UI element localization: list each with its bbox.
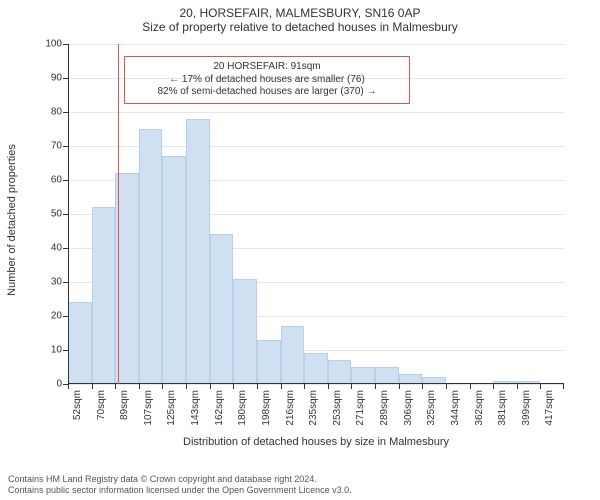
chart-page: { "titles": { "line1": "20, HORSEFAIR, M…: [0, 0, 600, 500]
x-tick-label: 362sqm: [474, 390, 485, 426]
x-tick-label: 306sqm: [403, 390, 414, 426]
annotation-line: 20 HORSEFAIR: 91sqm: [131, 61, 403, 74]
x-tick-label: 344sqm: [450, 390, 461, 426]
bar: [375, 367, 399, 384]
x-tick-label: 107sqm: [143, 390, 154, 426]
bar: [281, 326, 305, 384]
x-tick-mark: [281, 384, 282, 389]
y-tick-label: 20: [51, 311, 62, 322]
x-axis-line: [68, 383, 564, 384]
grid-line: [68, 384, 564, 385]
x-tick-mark: [375, 384, 376, 389]
footer: Contains HM Land Registry data © Crown c…: [0, 474, 360, 497]
x-tick-mark: [92, 384, 93, 389]
footer-line2: Contains public sector information licen…: [8, 485, 352, 496]
title-line1: 20, HORSEFAIR, MALMESBURY, SN16 0AP: [0, 6, 600, 20]
x-tick-mark: [563, 384, 564, 389]
x-tick-label: 235sqm: [308, 390, 319, 426]
x-tick-mark: [68, 384, 69, 389]
bar: [328, 360, 352, 384]
x-tick-label: 198sqm: [261, 390, 272, 426]
x-tick-mark: [328, 384, 329, 389]
x-tick-label: 216sqm: [285, 390, 296, 426]
x-tick-label: 143sqm: [190, 390, 201, 426]
x-tick-label: 271sqm: [355, 390, 366, 426]
x-tick-label: 417sqm: [544, 390, 555, 426]
bar: [233, 279, 257, 384]
y-tick-label: 60: [51, 175, 62, 186]
bar: [162, 156, 186, 384]
y-axis-line: [68, 44, 69, 384]
x-tick-label: 381sqm: [497, 390, 508, 426]
y-tick-label: 70: [51, 141, 62, 152]
plot: 010203040506070809010052sqm70sqm89sqm107…: [68, 44, 564, 384]
x-tick-label: 162sqm: [214, 390, 225, 426]
x-tick-mark: [470, 384, 471, 389]
x-tick-mark: [517, 384, 518, 389]
bar: [68, 302, 92, 384]
x-tick-mark: [186, 384, 187, 389]
bar: [304, 353, 328, 384]
annotation-line: ← 17% of detached houses are smaller (76…: [131, 74, 403, 87]
y-tick-label: 80: [51, 107, 62, 118]
x-tick-mark: [399, 384, 400, 389]
x-tick-mark: [233, 384, 234, 389]
chart-area: 010203040506070809010052sqm70sqm89sqm107…: [68, 44, 564, 384]
x-tick-mark: [493, 384, 494, 389]
annotation-line: 82% of semi-detached houses are larger (…: [131, 86, 403, 99]
x-tick-label: 253sqm: [332, 390, 343, 426]
x-tick-mark: [210, 384, 211, 389]
bar: [257, 340, 281, 384]
x-tick-label: 70sqm: [96, 390, 107, 420]
x-axis-label: Distribution of detached houses by size …: [68, 436, 564, 448]
x-tick-label: 180sqm: [237, 390, 248, 426]
x-tick-label: 125sqm: [166, 390, 177, 426]
x-tick-mark: [115, 384, 116, 389]
y-tick-label: 50: [51, 209, 62, 220]
y-tick-label: 10: [51, 345, 62, 356]
grid-line: [68, 44, 564, 45]
x-tick-mark: [446, 384, 447, 389]
x-tick-mark: [162, 384, 163, 389]
y-tick-label: 0: [56, 379, 62, 390]
grid-line: [68, 112, 564, 113]
y-tick-label: 40: [51, 243, 62, 254]
x-tick-label: 399sqm: [521, 390, 532, 426]
footer-line1: Contains HM Land Registry data © Crown c…: [8, 474, 352, 485]
x-tick-label: 289sqm: [379, 390, 390, 426]
x-tick-mark: [257, 384, 258, 389]
x-tick-label: 89sqm: [119, 390, 130, 420]
x-tick-mark: [139, 384, 140, 389]
bar: [186, 119, 210, 384]
bar: [210, 234, 234, 384]
y-axis-label: Number of detached properties: [6, 50, 18, 390]
titles: 20, HORSEFAIR, MALMESBURY, SN16 0AP Size…: [0, 0, 600, 34]
x-tick-mark: [540, 384, 541, 389]
y-tick-label: 30: [51, 277, 62, 288]
bar: [92, 207, 116, 384]
x-tick-label: 52sqm: [72, 390, 83, 420]
x-tick-mark: [422, 384, 423, 389]
y-tick-label: 100: [45, 39, 62, 50]
x-tick-mark: [304, 384, 305, 389]
x-tick-mark: [351, 384, 352, 389]
reference-line: [118, 44, 119, 384]
y-tick-label: 90: [51, 73, 62, 84]
title-line2: Size of property relative to detached ho…: [0, 20, 600, 34]
bar: [351, 367, 375, 384]
annotation-box: 20 HORSEFAIR: 91sqm← 17% of detached hou…: [124, 56, 410, 104]
bar: [139, 129, 163, 384]
x-tick-label: 325sqm: [426, 390, 437, 426]
